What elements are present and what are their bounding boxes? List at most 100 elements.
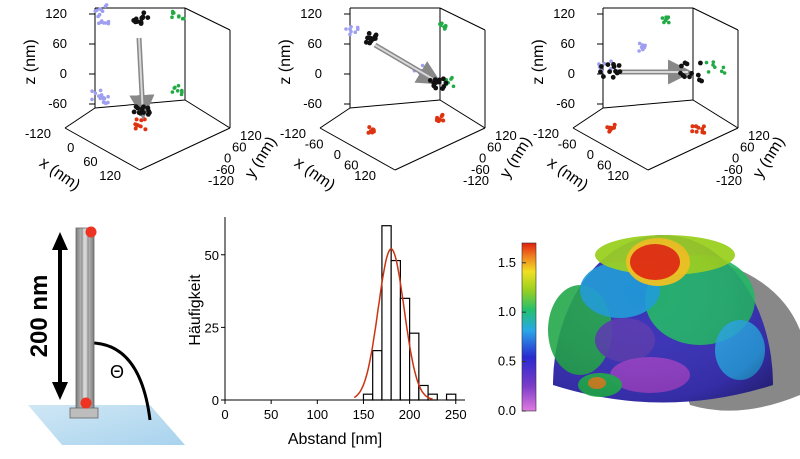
scatter-point [711,60,716,64]
scatter-point [90,89,94,93]
x-axis-label: x (nm) [544,154,591,194]
histogram-y-tick: 0 [212,393,219,408]
scatter-point [138,110,143,116]
histogram-bar [445,393,457,401]
scatter-point [135,105,141,111]
histogram-bar [372,350,383,401]
scatter-point [138,124,143,129]
scatter-point [684,61,690,67]
histogram-bar [362,393,374,401]
scatter-point [104,3,109,7]
x-tick-label: 60 [597,158,611,173]
scatter-point [721,65,726,70]
scatter-point [609,59,613,64]
colorbar-tick: 1.0 [498,304,516,319]
y-tick-label: 0 [224,151,231,166]
rod-schematic: 200 nm Θ [26,226,185,445]
scatter-point [139,118,144,123]
x-tick-label: 120 [99,168,121,183]
scatter-point [662,20,666,25]
scatter-point [642,45,647,50]
dna-origami-rod [75,227,95,415]
angle-label: Θ [110,362,124,382]
scatter-point [101,21,106,25]
scatter-point [660,16,665,20]
scatter-point [355,25,360,30]
histogram-y-tick: 25 [205,320,219,335]
scatter-point [367,40,373,46]
histogram-x-tick: 100 [306,407,328,422]
scatter-point [353,30,358,34]
scatter-point [441,118,446,123]
z-tick-label: 120 [553,6,575,21]
x-tick-label: 60 [83,154,97,169]
bottom-fluorophore [80,397,92,409]
y-tick-label: 120 [495,128,517,143]
histogram-x-tick: 250 [445,407,467,422]
scatter-point [696,125,701,130]
scatter-point [98,88,103,93]
colorbar-gradient [521,242,537,412]
scatter-point [436,119,441,124]
scatter-point [138,19,144,24]
scatter-point [141,10,147,16]
histogram-x-tick: 0 [221,407,228,422]
histogram-x-tick: 200 [399,407,421,422]
surface-plane [28,405,185,445]
scatter-point [373,32,379,38]
scatter-point [639,45,644,50]
histogram-bar [390,259,401,401]
z-tick-label: -60 [48,96,67,111]
y-tick-label: 120 [240,128,262,143]
scatter-point [420,63,425,68]
scatter-point [699,78,704,84]
scatter-point [450,75,454,80]
scatter-point [700,130,705,135]
scatter-point [441,76,446,82]
scatter-point [170,15,174,19]
scatter-point [687,74,692,80]
scatter-point [605,62,611,67]
scatter-point [349,25,353,29]
z-axis-label: z (nm) [277,39,294,84]
scatter-point [607,69,612,75]
scatter-point [451,84,456,89]
scatter-point [348,32,352,37]
histogram-x-label: Abstand [nm] [288,431,382,448]
scatter-point [601,74,606,79]
scatter-point [666,15,671,19]
scatter-point [616,63,622,68]
scatter-point [172,86,177,90]
axis-box [319,7,486,171]
scatter-point [614,70,620,76]
scatter-point [98,96,103,101]
scatter-point [139,106,145,112]
x-tick-label: 0 [334,147,341,162]
angle-arc [85,341,152,421]
scatter-point [607,129,612,134]
scatter-point [147,110,152,116]
y-tick-label: -120 [716,173,742,188]
distance-histogram: 0 25 50 0 50 100 150 200 250 Häufigkeit Abstand… [187,217,467,448]
scatter-point [177,14,181,18]
y-tick-label: -60 [471,162,490,177]
y-tick-label: 60 [487,139,501,154]
scatter-point [96,14,100,19]
scatter-point [170,90,175,94]
scatter-point [90,97,94,102]
y-tick-label: 0 [479,151,486,166]
y-tick-label: 60 [740,139,754,154]
x-axis-label: x (nm) [36,154,83,194]
y-tick-label: -120 [463,173,489,188]
colorbar-tick: 0.5 [498,354,516,369]
scatter-point [106,100,110,105]
z-tick-label: 60 [308,36,322,51]
x-tick-label: -120 [280,126,306,141]
scatter-point [131,109,137,115]
y-tick-label: -60 [724,162,743,177]
scatter-point [99,8,104,12]
x-tick-label: 0 [587,147,594,162]
scatter-point [706,70,711,74]
